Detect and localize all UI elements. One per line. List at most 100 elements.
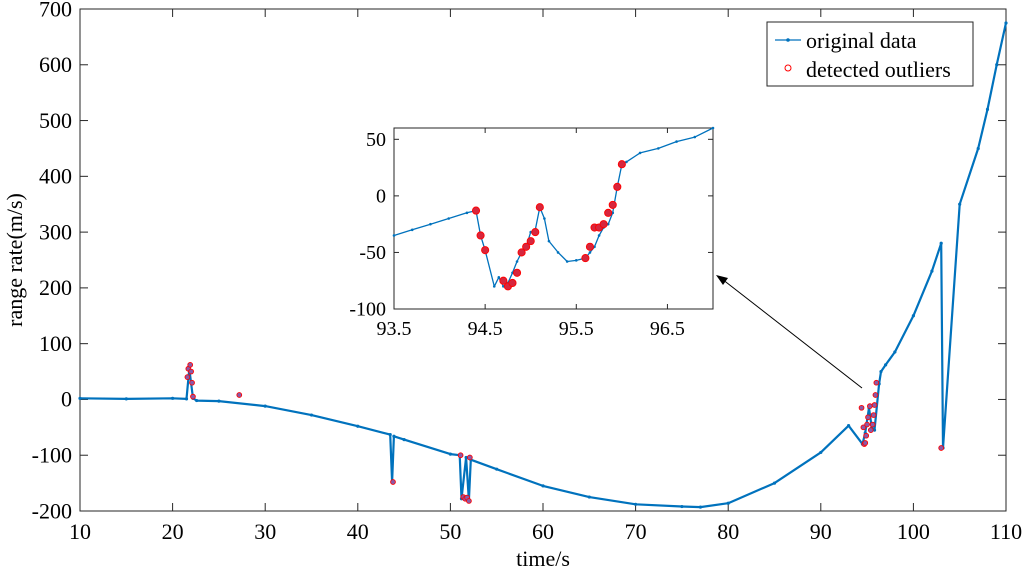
original-data-point [680,504,684,509]
original-data-point [547,239,551,243]
outlier-point [190,393,196,400]
original-data-point [884,363,888,367]
original-data-point [565,260,569,263]
outlier-point [466,498,472,504]
original-data-point [958,202,962,206]
original-data-point [698,505,703,509]
outlier-point [872,392,879,398]
original-data-point [78,396,82,400]
original-data-point [872,428,877,432]
legend-outlier-sample [784,64,792,72]
outlier-point [869,421,876,428]
outlier-point [522,242,531,251]
original-data-point [429,222,432,226]
original-data-point [911,314,916,318]
x-axis-label: time/s [516,546,570,570]
outlier-point [604,208,613,217]
x-tick-label: 90 [810,519,832,544]
original-data-point [846,424,851,428]
original-data-point [657,147,660,150]
original-data-point [447,217,450,220]
legend-label-outliers: detected outliers [806,57,951,82]
original-data-point [939,241,943,245]
x-tick-label: 40 [347,519,369,544]
outlier-point [526,237,535,246]
outlier-point [499,276,508,285]
original-data-point [634,502,638,506]
inset-plot: 93.5 94.5 95.5 96.5 -100 -50 0 50 [349,126,715,340]
legend-dot-sample [786,38,790,42]
y-tick-label: 50 [366,129,386,151]
outlier-point [476,231,485,240]
outlier-point [390,479,396,485]
x-tick-label: 50 [439,519,461,544]
original-data-point [392,434,396,438]
outlier-point [531,228,540,237]
original-data-point [464,455,468,460]
original-data-point [217,399,221,403]
x-tick-label: 110 [990,519,1022,544]
y-tick-label: -200 [32,498,72,523]
y-tick-label: -100 [349,299,386,321]
original-data-point [124,397,128,401]
original-data-point [1004,21,1008,25]
y-tick-label: -50 [359,242,386,264]
outlier-point [867,427,874,433]
original-data-point [497,276,501,279]
x-tick-label: 80 [717,519,739,544]
outlier-point [863,432,870,439]
original-data-point [893,350,897,354]
original-data-point [515,260,519,263]
outlier-point [599,220,608,229]
original-data-point [772,481,777,485]
y-tick-label: 400 [39,164,72,189]
original-data-point [184,397,189,401]
outlier-point [871,402,878,408]
x-tick-label: 70 [625,519,647,544]
inset-y-axis: -100 -50 0 50 [349,129,713,321]
original-data-point [402,438,406,442]
original-data-point [448,452,452,456]
original-data-point [597,234,601,237]
outlier-point [938,445,945,451]
original-data-point [976,146,980,151]
original-data-point [711,126,715,130]
y-tick-label: 0 [376,185,386,207]
outlier-point [862,440,869,446]
outlier-point [517,248,526,257]
outlier-point [236,392,243,398]
y-tick-label: 300 [39,219,72,244]
outlier-point [867,403,873,409]
original-data-point [587,495,591,499]
legend: original data detected outliers [766,21,974,87]
x-tick-label: 93.5 [377,318,412,340]
original-data-point [465,211,469,215]
inset-plot-frame [393,127,714,310]
x-tick-label: 95.5 [559,318,594,340]
outlier-point [613,182,622,191]
y-tick-label: 700 [39,0,72,21]
original-data-point [195,398,199,403]
outlier-point [858,404,865,411]
y-tick-label: 500 [39,108,72,133]
outlier-point [466,454,473,461]
outlier-point [608,200,617,209]
original-data-point [492,285,496,288]
outlier-point [865,414,871,421]
original-data-point [309,413,314,417]
outlier-point [188,368,194,375]
outlier-point [184,374,191,380]
y-tick-label: -100 [32,442,72,467]
y-tick-label: 600 [39,52,72,77]
legend-box [766,21,974,87]
original-data-point [819,450,823,455]
inset-series-layer [392,126,715,291]
outlier-point [873,379,880,386]
original-data-point [556,251,560,254]
original-data-point [995,63,999,67]
y-tick-label: 200 [39,275,72,300]
x-tick-label: 60 [532,519,554,544]
outlier-point [189,379,195,386]
original-data-point [588,251,592,254]
